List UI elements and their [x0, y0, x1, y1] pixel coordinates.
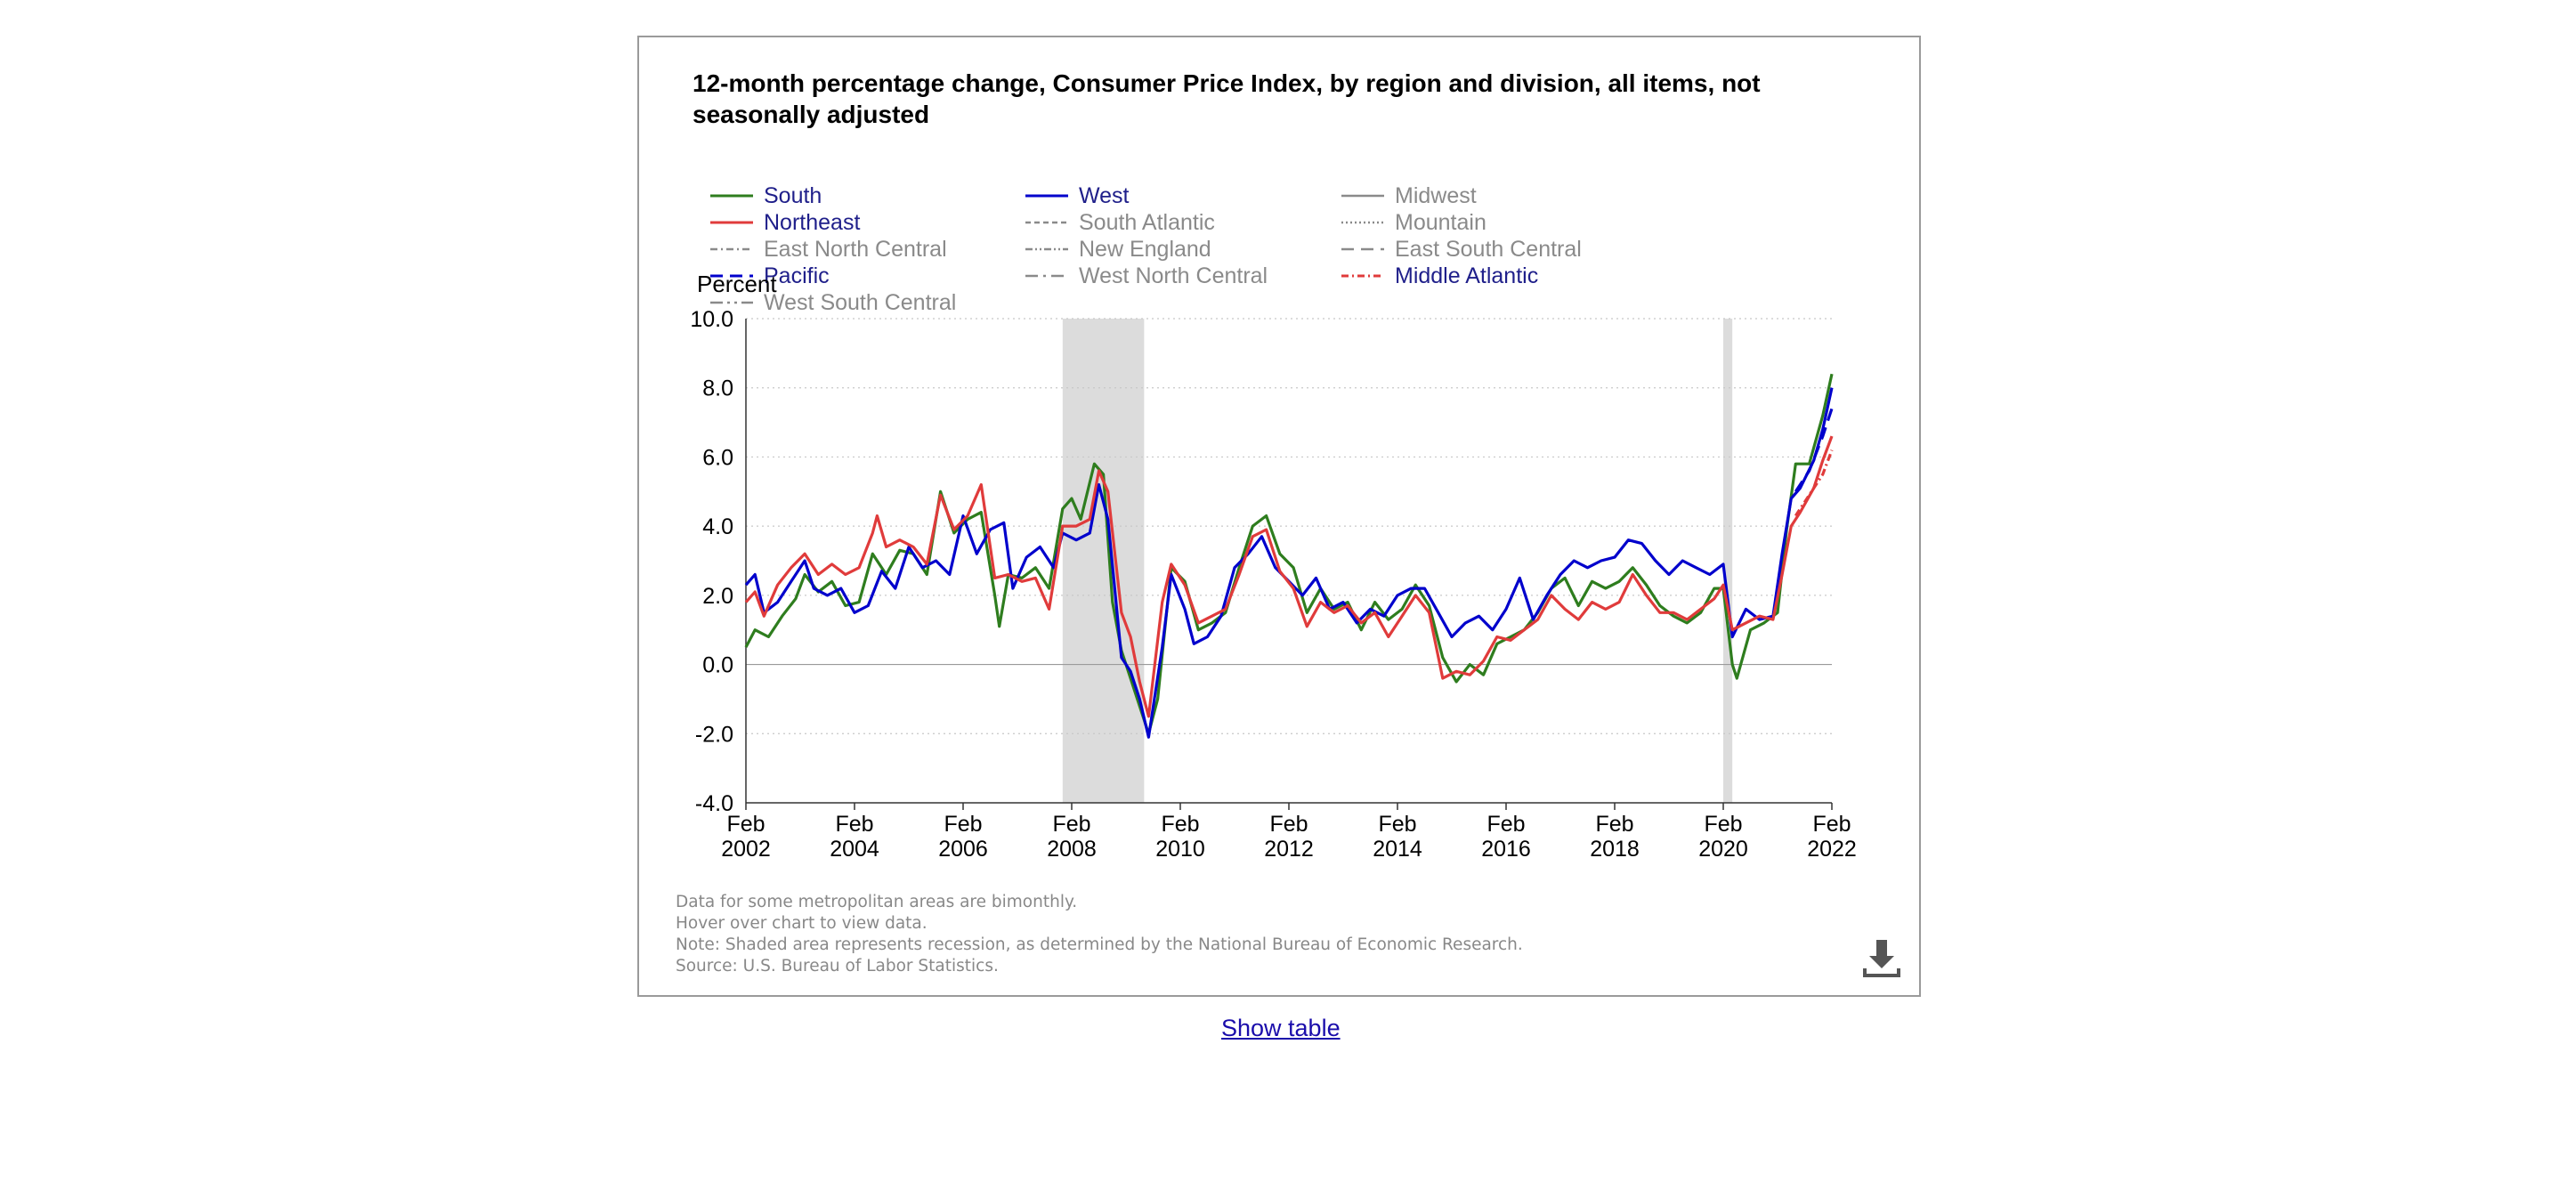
x-tick-label: Feb: [944, 812, 982, 837]
legend-label: East South Central: [1395, 236, 1582, 262]
y-axis-label: Percent: [697, 271, 777, 297]
legend-item-west-south-central[interactable]: West South Central: [710, 289, 956, 316]
series-line-south: [744, 373, 1834, 735]
x-tick-label: 2008: [1047, 837, 1097, 862]
show-table-link[interactable]: Show table: [1221, 1015, 1341, 1041]
legend-item-south[interactable]: South: [710, 182, 822, 209]
legend-item-middle-atlantic[interactable]: Middle Atlantic: [1341, 263, 1538, 289]
download-icon[interactable]: [1861, 936, 1902, 979]
legend-label: Midwest: [1395, 182, 1477, 208]
x-tick-label: Feb: [1812, 812, 1851, 837]
x-tick-label: Feb: [1378, 812, 1416, 837]
x-tick-label: 2002: [721, 837, 771, 862]
legend-label: Northeast: [764, 209, 861, 235]
x-tick-label: 2018: [1590, 837, 1640, 862]
series-line-northeast: [744, 435, 1834, 718]
x-tick-label: 2014: [1373, 837, 1422, 862]
x-tick-label: Feb: [1486, 812, 1525, 837]
legend-label: Middle Atlantic: [1395, 263, 1539, 288]
recession-shade: [1062, 319, 1145, 803]
x-tick-label: Feb: [1595, 812, 1633, 837]
chart-notes: Data for some metropolitan areas are bim…: [676, 892, 1523, 977]
legend-item-mountain[interactable]: Mountain: [1341, 209, 1486, 236]
y-tick-label: 10.0: [690, 307, 733, 332]
legend-swatch: [1341, 274, 1384, 278]
x-tick-label: 2004: [830, 837, 879, 862]
x-tick-label: Feb: [1161, 812, 1199, 837]
recession-shade: [1723, 319, 1733, 803]
chart-container: 12-month percentage change, Consumer Pri…: [637, 36, 1921, 997]
x-tick-label: 2012: [1264, 837, 1314, 862]
legend-item-new-england[interactable]: New England: [1025, 236, 1211, 263]
legend-swatch: [1341, 194, 1384, 198]
note-line: Source: U.S. Bureau of Labor Statistics.: [676, 957, 999, 975]
legend-item-west-north-central[interactable]: West North Central: [1025, 263, 1268, 289]
legend-swatch: [710, 301, 753, 304]
legend-label: East North Central: [764, 236, 947, 262]
x-tick-label: Feb: [1269, 812, 1308, 837]
legend-swatch: [1341, 221, 1384, 224]
y-tick-label: -2.0: [695, 722, 733, 747]
legend-swatch: [710, 221, 753, 224]
legend-swatch: [710, 194, 753, 198]
legend-label: West South Central: [764, 289, 957, 315]
chart-plot[interactable]: 10.08.06.04.02.00.0-2.0-4.0Feb2002Feb200…: [639, 37, 1919, 995]
legend-swatch: [1025, 194, 1068, 198]
y-tick-label: 8.0: [702, 376, 733, 401]
legend-item-south-atlantic[interactable]: South Atlantic: [1025, 209, 1215, 236]
legend-item-east-south-central[interactable]: East South Central: [1341, 236, 1582, 263]
legend-item-pacific[interactable]: Pacific: [710, 263, 830, 289]
note-line: Hover over chart to view data.: [676, 914, 928, 933]
legend-swatch: [1341, 247, 1384, 251]
legend-label: Pacific: [764, 263, 830, 288]
x-tick-label: Feb: [726, 812, 765, 837]
note-line: Note: Shaded area represents recession, …: [676, 935, 1523, 954]
legend-label: West: [1079, 182, 1130, 208]
legend-label: South: [764, 182, 822, 208]
y-tick-label: 0.0: [702, 653, 733, 678]
legend-item-east-north-central[interactable]: East North Central: [710, 236, 947, 263]
x-tick-label: Feb: [1704, 812, 1742, 837]
legend-item-west[interactable]: West: [1025, 182, 1130, 209]
legend-label: West North Central: [1079, 263, 1268, 288]
x-tick-label: Feb: [1052, 812, 1090, 837]
x-tick-label: 2020: [1698, 837, 1748, 862]
legend-label: South Atlantic: [1079, 209, 1215, 235]
legend-label: Mountain: [1395, 209, 1486, 235]
legend-swatch: [710, 274, 753, 278]
legend-item-midwest[interactable]: Midwest: [1341, 182, 1477, 209]
y-tick-label: 6.0: [702, 445, 733, 470]
legend-swatch: [1025, 274, 1068, 278]
y-tick-label: -4.0: [695, 791, 733, 816]
legend-item-northeast[interactable]: Northeast: [710, 209, 860, 236]
x-tick-label: Feb: [835, 812, 873, 837]
legend-swatch: [1025, 247, 1068, 251]
series-line-pacific: [1794, 408, 1834, 493]
x-tick-label: 2022: [1807, 837, 1857, 862]
y-tick-label: 2.0: [702, 584, 733, 609]
chart-title: 12-month percentage change, Consumer Pri…: [693, 69, 1761, 128]
series-line-middle-atlantic: [1794, 449, 1834, 517]
y-tick-label: 4.0: [702, 514, 733, 539]
legend-label: New England: [1079, 236, 1211, 262]
legend-swatch: [710, 247, 753, 251]
note-line: Data for some metropolitan areas are bim…: [676, 893, 1078, 911]
x-tick-label: 2006: [938, 837, 988, 862]
x-tick-label: 2010: [1155, 837, 1205, 862]
x-tick-label: 2016: [1481, 837, 1531, 862]
legend-swatch: [1025, 221, 1068, 224]
